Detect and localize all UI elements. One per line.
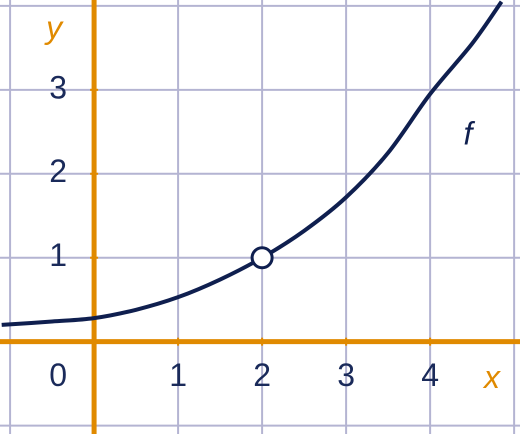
y-tick-label: 3 xyxy=(49,69,67,105)
x-tick-label: 4 xyxy=(421,357,439,393)
x-tick-label: 2 xyxy=(253,357,271,393)
y-tick-label: 2 xyxy=(49,153,67,189)
y-axis-label: y xyxy=(44,9,64,45)
y-tick-label: 1 xyxy=(49,237,67,273)
legend-label: f xyxy=(463,115,475,151)
x-tick-label: 3 xyxy=(337,357,355,393)
x-tick-label: 1 xyxy=(169,357,187,393)
curve xyxy=(1,0,504,327)
origin-label: 0 xyxy=(49,357,67,393)
x-axis-label: x xyxy=(482,359,501,395)
point xyxy=(250,246,274,270)
